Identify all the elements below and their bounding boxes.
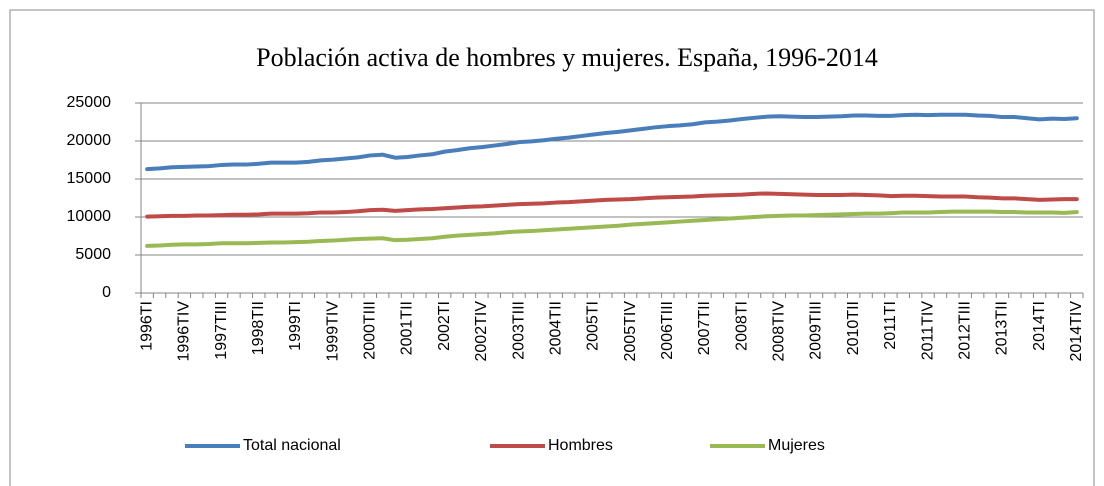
x-tick-label: 2009TIII xyxy=(808,301,825,360)
x-tick-label: 2010TII xyxy=(845,301,862,355)
x-tick-label: 2002TI xyxy=(436,301,453,351)
x-tick-label: 1996TIV xyxy=(176,301,193,362)
x-tick-label: 2005TI xyxy=(585,301,602,351)
legend-label: Hombres xyxy=(548,437,613,454)
y-tick-label: 10000 xyxy=(67,208,112,225)
chart-border xyxy=(9,9,1095,486)
x-tick-label: 2013TII xyxy=(994,301,1011,355)
series-line xyxy=(145,112,1079,172)
y-tick-label: 25000 xyxy=(67,94,112,111)
x-tick-label: 1999TI xyxy=(287,301,304,351)
x-tick-label: 2002TIV xyxy=(473,301,490,362)
x-tick-label: 2006TIII xyxy=(659,301,676,360)
x-tick-label: 2000TIII xyxy=(362,301,379,360)
x-tick-label: 2014TIV xyxy=(1068,301,1085,362)
x-tick-label: 1997TIII xyxy=(213,301,230,360)
x-tick-label: 2004TII xyxy=(547,301,564,355)
x-tick-label: 2008TIV xyxy=(771,301,788,362)
y-tick-label: 5000 xyxy=(75,246,111,263)
x-tick-label: 1999TIV xyxy=(324,301,341,362)
chart-title: Población activa de hombres y mujeres. E… xyxy=(256,43,878,72)
x-tick-label: 2011TIV xyxy=(919,301,936,361)
series-line xyxy=(145,209,1079,248)
x-tick-label: 2007TII xyxy=(696,301,713,355)
series-line xyxy=(145,191,1079,219)
x-tick-label: 2014TI xyxy=(1031,301,1048,351)
x-tick-label: 2003TIII xyxy=(510,301,527,360)
x-tick-label: 2012TIII xyxy=(956,301,973,360)
x-tick-label: 2011TI xyxy=(882,301,899,350)
x-tick-label: 2008TI xyxy=(733,301,750,351)
y-tick-label: 15000 xyxy=(67,170,112,187)
x-tick-label: 1998TII xyxy=(250,301,267,355)
y-tick-label: 20000 xyxy=(67,132,112,149)
y-tick-label: 0 xyxy=(102,284,111,301)
legend-label: Mujeres xyxy=(768,437,825,454)
legend-label: Total nacional xyxy=(243,437,341,454)
x-tick-label: 1996TI xyxy=(138,301,155,351)
x-tick-label: 2005TIV xyxy=(622,301,639,362)
x-tick-label: 2001TII xyxy=(399,301,416,355)
